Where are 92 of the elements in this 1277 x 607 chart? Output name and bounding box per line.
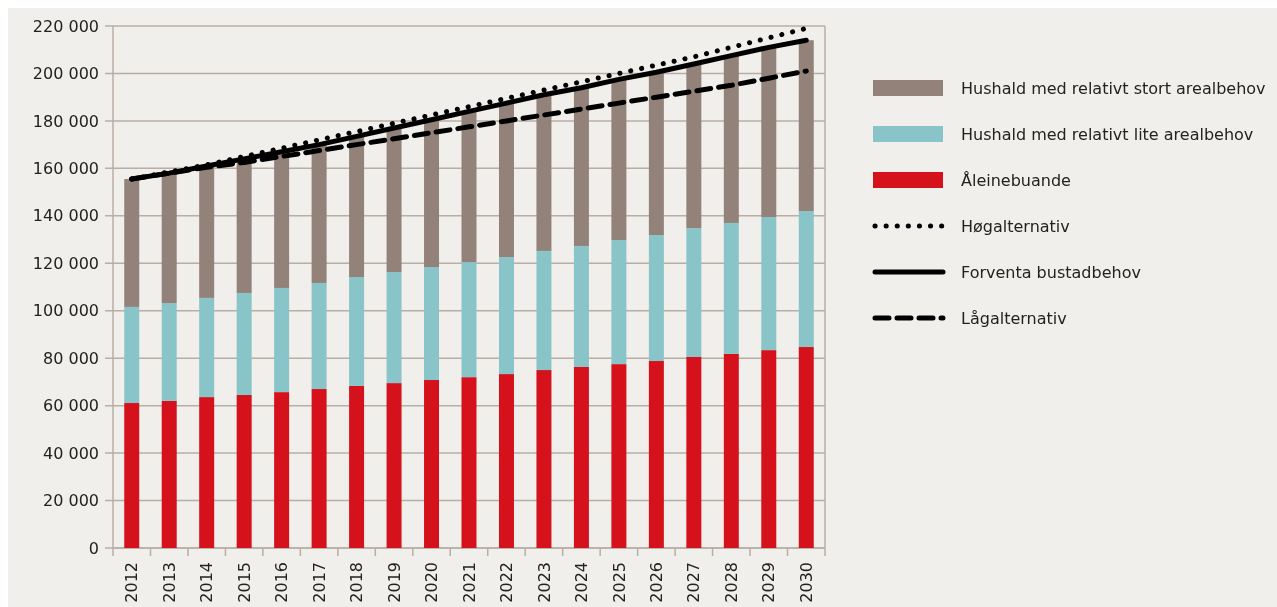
bar [199,397,215,548]
x-tick-label: 2013 [159,562,179,603]
bar [611,79,627,241]
y-tick-label: 60 000 [43,396,99,416]
legend-label: Åleinebuande [961,170,1071,190]
bar [124,306,140,404]
bar [536,250,552,371]
bar [274,392,290,548]
bar [536,370,552,548]
bar [161,400,177,548]
y-tick-label: 20 000 [43,491,99,511]
legend-label: Lågalternativ [961,308,1067,328]
y-tick-label: 220 000 [32,16,99,36]
bar [311,144,327,283]
bar [199,165,215,298]
x-tick-label: 2022 [497,562,517,603]
bar [761,217,777,351]
x-tick-label: 2012 [122,562,142,603]
x-tick-label: 2015 [234,562,254,603]
bar [386,128,402,273]
bar [349,136,365,278]
y-tick-label: 120 000 [32,253,99,273]
bar [498,103,514,258]
x-tick-label: 2021 [459,562,479,603]
x-tick-label: 2019 [384,562,404,603]
bar [161,173,177,304]
bar [461,262,477,378]
bar [573,87,589,246]
x-tick-label: 2029 [759,562,779,603]
bar [536,94,552,251]
x-tick-label: 2026 [646,562,666,603]
x-tick-label: 2017 [309,562,329,603]
legend-label: Hushald med relativt lite arealbehov [961,124,1254,144]
bar [573,366,589,548]
bar [648,235,664,362]
x-tick-label: 2016 [272,562,292,603]
bar [124,403,140,548]
x-tick-label: 2025 [609,562,629,603]
bar [723,353,739,548]
x-tick-label: 2030 [796,562,816,603]
bar [124,179,140,307]
x-tick-label: 2024 [572,562,592,603]
bar [798,40,814,212]
x-tick-label: 2023 [534,562,554,603]
bar [461,377,477,548]
bar [686,357,702,548]
bar [723,55,739,223]
y-tick-label: 80 000 [43,348,99,368]
x-tick-label: 2018 [347,562,367,603]
x-tick-label: 2014 [197,562,217,603]
bar [611,240,627,365]
y-tick-label: 40 000 [43,443,99,463]
bar [686,228,702,357]
x-tick-label: 2027 [684,562,704,603]
bar [236,292,252,395]
bar [199,297,215,398]
bar [236,394,252,548]
bar [161,303,177,401]
bar [686,63,702,229]
bar [424,119,440,268]
bar [311,389,327,548]
bar [349,385,365,548]
bar [498,257,514,375]
legend-label: Hushald med relativt stort arealbehov [961,78,1266,98]
bar [349,277,365,386]
bar [311,282,327,390]
y-tick-label: 0 [88,538,99,558]
bar [611,364,627,548]
y-tick-label: 100 000 [32,301,99,321]
bar [386,272,402,384]
x-tick-label: 2028 [721,562,741,603]
bar [648,72,664,236]
bar [761,350,777,548]
bar [648,361,664,548]
bar [274,151,290,288]
bar [498,374,514,548]
bar [573,245,589,367]
y-tick-label: 160 000 [32,158,99,178]
bar [798,347,814,548]
bar [274,287,290,393]
y-tick-label: 140 000 [32,206,99,226]
y-tick-label: 180 000 [32,111,99,131]
legend-label: Høgalternativ [961,216,1070,236]
y-tick-label: 200 000 [32,64,99,84]
bar [386,383,402,548]
bar [798,211,814,348]
bar [424,380,440,548]
bar [723,222,739,354]
legend-label: Forventa bustadbehov [961,262,1141,282]
x-tick-label: 2020 [422,562,442,603]
bar [761,47,777,217]
bar [424,267,440,381]
